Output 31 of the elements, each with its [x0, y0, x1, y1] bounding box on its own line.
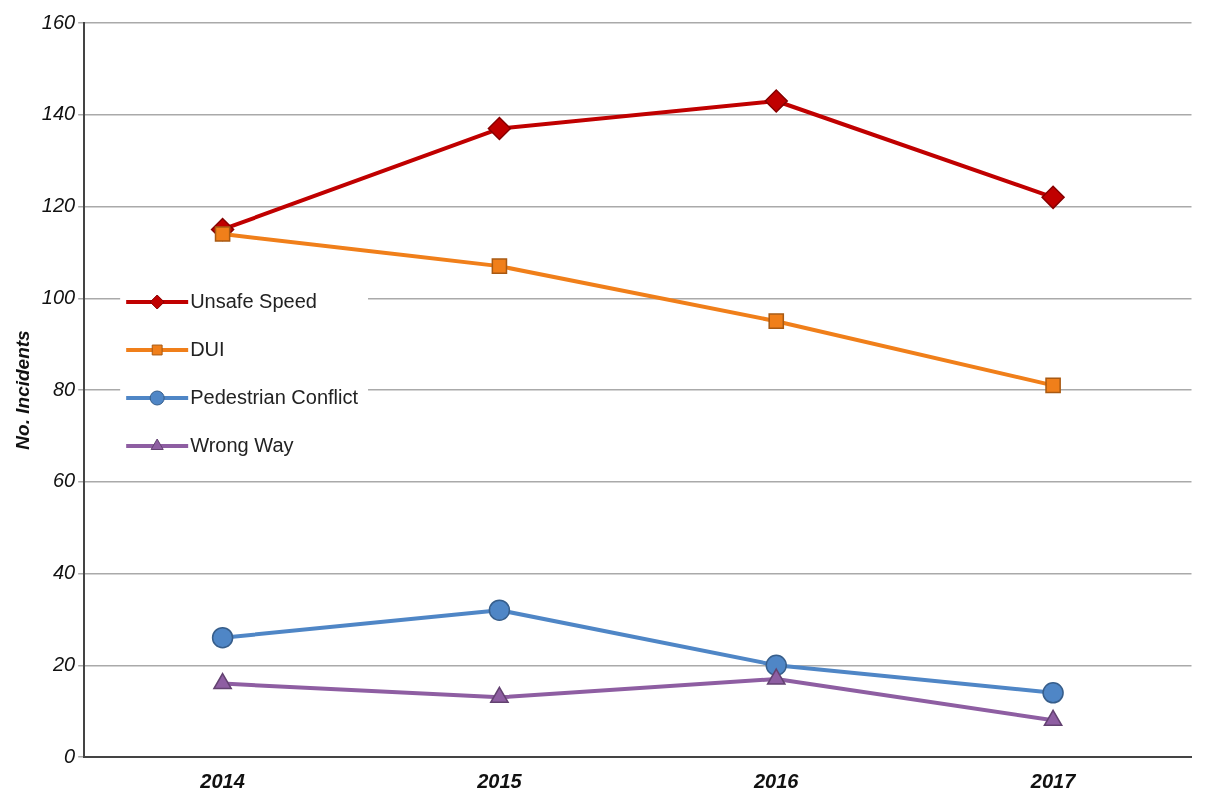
- x-tick-label: 2014: [199, 769, 245, 792]
- point: [487, 116, 512, 141]
- legend-label: Pedestrian Conflict: [190, 385, 359, 408]
- y-tick-label: 0: [64, 744, 76, 767]
- point: [766, 668, 786, 685]
- point: [211, 626, 234, 649]
- point: [488, 599, 511, 621]
- point: [1045, 377, 1061, 394]
- point: [768, 313, 785, 330]
- point: [491, 258, 508, 274]
- x-tick-label: 2015: [476, 769, 523, 792]
- legend-label: Unsafe Speed: [190, 289, 317, 312]
- y-tick-label: 40: [52, 561, 76, 584]
- y-tick-label: 100: [41, 285, 76, 308]
- y-tick-label: 140: [41, 102, 76, 125]
- y-tick-label: 20: [51, 652, 76, 675]
- y-axis-title: No. Incidents: [11, 330, 33, 450]
- y-tick-label: 160: [41, 10, 76, 33]
- point: [1043, 709, 1063, 727]
- legend-label: DUI: [190, 337, 225, 360]
- x-tick-label: 2017: [1029, 769, 1077, 792]
- y-tick-label: 120: [41, 194, 76, 217]
- point: [1041, 185, 1065, 210]
- point: [764, 89, 788, 113]
- y-tick-label: 60: [52, 469, 76, 492]
- legend-label: Wrong Way: [190, 433, 294, 456]
- point: [213, 672, 232, 690]
- point: [1042, 682, 1064, 704]
- y-tick-label: 80: [52, 377, 76, 400]
- point: [490, 686, 509, 704]
- x-tick-label: 2016: [753, 769, 800, 792]
